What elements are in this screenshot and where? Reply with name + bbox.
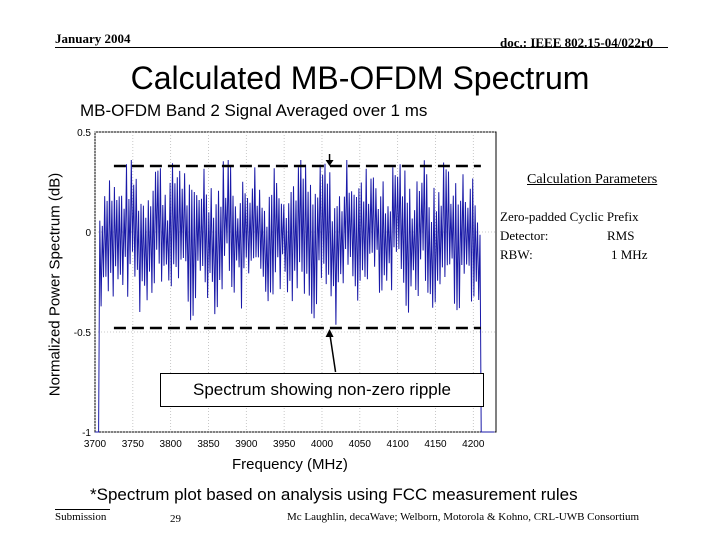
lower-arrow-shaft [328, 331, 337, 373]
x-tick-label: 3750 [122, 439, 145, 450]
param-value-3: 1 MHz [611, 247, 648, 262]
footer-divider [55, 509, 110, 510]
y-tick-label: 0 [85, 228, 91, 239]
footer-authors: Mc Laughlin, decaWave; Welborn, Motorola… [287, 511, 640, 523]
param-line-1: Zero-padded Cyclic Prefix [500, 209, 639, 224]
x-tick-label: 3950 [273, 439, 296, 450]
header-date: January 2004 [55, 31, 131, 46]
x-tick-label: 3850 [197, 439, 220, 450]
param-line-3: RBW: [500, 247, 533, 262]
upper-arrow-head [325, 160, 334, 166]
x-tick-label: 3700 [84, 439, 107, 450]
plot-subtitle: MB-OFDM Band 2 Signal Averaged over 1 ms [80, 101, 428, 120]
header-divider [55, 47, 668, 48]
header-doc-id: doc.: IEEE 802.15-04/022r0 [500, 35, 654, 50]
footnote: *Spectrum plot based on analysis using F… [90, 485, 578, 504]
footer-submission: Submission [55, 511, 107, 523]
param-line-2: Detector: [500, 228, 549, 243]
x-tick-label: 4150 [424, 439, 447, 450]
y-tick-label: -1 [82, 428, 91, 439]
x-tick-label: 3900 [235, 439, 258, 450]
x-axis-label: Frequency (MHz) [232, 456, 348, 473]
ripple-callout: Spectrum showing non-zero ripple [160, 373, 484, 407]
parameters-heading: Calculation Parameters [527, 172, 658, 187]
x-tick-label: 4050 [349, 439, 372, 450]
x-tick-label: 3800 [160, 439, 183, 450]
x-tick-label: 4100 [387, 439, 410, 450]
y-tick-label: -0.5 [74, 328, 92, 339]
lower-arrow-head [325, 329, 334, 337]
y-axis-label: Normalized Power Spectrum (dB) [46, 172, 64, 397]
x-tick-label: 4200 [462, 439, 485, 450]
param-value-2: RMS [607, 228, 635, 243]
x-tick-label: 4000 [311, 439, 334, 450]
slide-title: Calculated MB-OFDM Spectrum [130, 60, 590, 96]
footer-page-number: 29 [170, 513, 181, 525]
spectrum-trace [95, 159, 495, 433]
y-tick-label: 0.5 [77, 128, 91, 139]
